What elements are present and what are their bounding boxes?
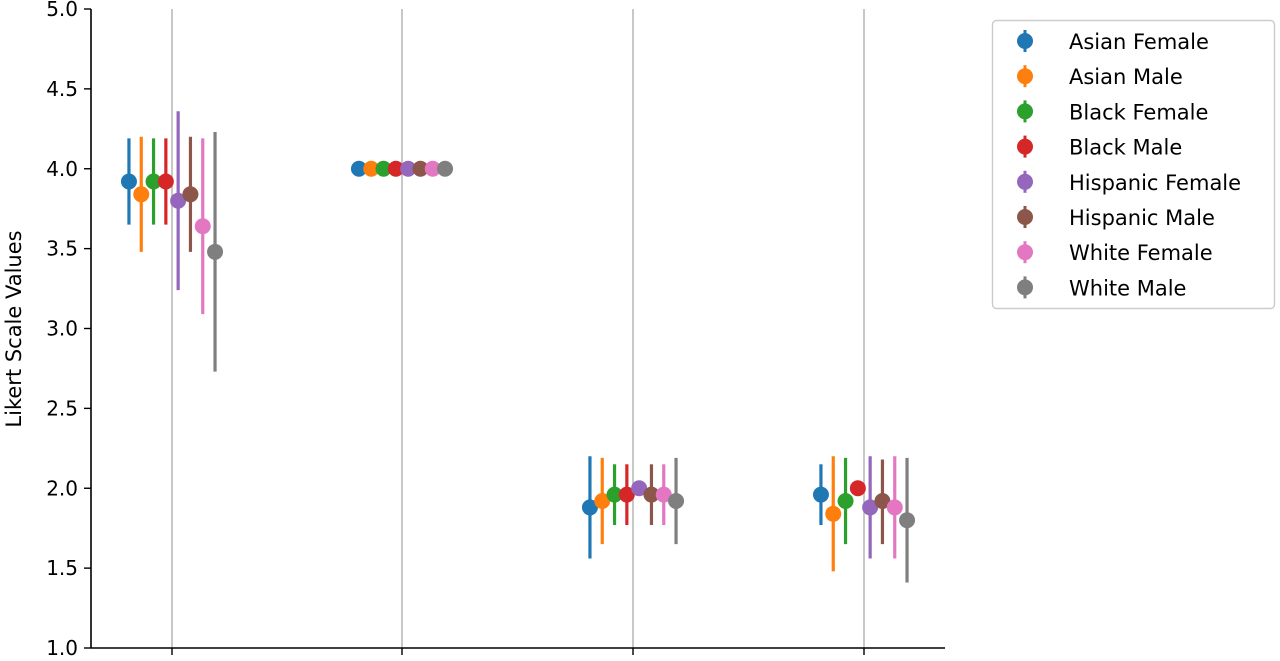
data-point — [849, 480, 866, 497]
legend: Asian Female Asian Male Black Female Black … — [991, 19, 1276, 310]
data-point — [594, 493, 611, 510]
y-tick-label: 2.5 — [46, 396, 78, 420]
y-tick-label: 1.5 — [46, 556, 78, 580]
data-point — [350, 160, 367, 177]
data-point — [618, 486, 635, 503]
legend-marker — [1017, 173, 1033, 190]
legend-label: Black Female — [1069, 100, 1208, 124]
y-tick-label: 4.0 — [46, 157, 78, 181]
y-tick-label: 3.0 — [46, 317, 78, 341]
data-point — [655, 486, 672, 503]
legend-marker — [1017, 103, 1033, 120]
data-point — [387, 160, 404, 177]
data-point — [874, 493, 891, 510]
legend-item: Black Female — [1017, 100, 1208, 124]
legend-label: Hispanic Male — [1069, 206, 1215, 230]
legend-item: Hispanic Male — [1017, 206, 1215, 230]
data-point — [145, 173, 162, 190]
data-point — [120, 173, 137, 190]
legend-item: Hispanic Female — [1017, 170, 1241, 195]
data-point — [581, 499, 598, 516]
legend-label: Black Male — [1069, 136, 1182, 160]
data-point — [363, 160, 380, 177]
grid-lines — [171, 9, 865, 648]
data-point — [375, 160, 392, 177]
legend-label: Asian Female — [1069, 30, 1209, 54]
y-tick-label: 4.5 — [46, 77, 78, 101]
legend-label: Asian Male — [1069, 65, 1183, 89]
data-point — [170, 192, 187, 209]
legend-marker — [1017, 279, 1033, 296]
legend-marker — [1017, 68, 1033, 85]
data-point — [886, 499, 903, 516]
data-point — [400, 160, 417, 177]
data-point — [424, 160, 441, 177]
data-point — [437, 160, 454, 177]
y-tick-label: 3.5 — [46, 237, 78, 261]
data-point — [862, 499, 879, 516]
data-point — [825, 505, 842, 522]
data-point — [194, 218, 211, 235]
legend-marker — [1017, 33, 1033, 49]
data-point — [412, 160, 429, 177]
axes — [90, 9, 945, 655]
data-point — [812, 486, 829, 503]
legend-marker — [1017, 138, 1033, 155]
data-point — [606, 486, 623, 503]
legend-marker — [1017, 244, 1033, 261]
data-point — [899, 512, 916, 529]
legend-item: Black Male — [1017, 135, 1182, 160]
legend-item: Asian Female — [1017, 30, 1209, 54]
data-point — [207, 243, 224, 260]
data-point — [668, 493, 685, 510]
legend-item: White Male — [1017, 276, 1186, 300]
data-point — [837, 493, 854, 510]
data-point — [643, 486, 660, 503]
legend-label: White Female — [1069, 241, 1213, 265]
y-axis-ticks: 1.0 1.5 2.0 2.5 3.0 3.5 4.0 4.5 5.0 — [46, 0, 91, 660]
data-point — [157, 173, 174, 190]
y-tick-label: 5.0 — [46, 0, 78, 21]
legend-item: White Female — [1017, 241, 1213, 265]
legend-label: Hispanic Female — [1069, 171, 1241, 195]
legend-frame — [991, 19, 1276, 310]
y-tick-label: 2.0 — [46, 476, 78, 500]
legend-item: Asian Male — [1017, 65, 1183, 89]
data-point — [133, 186, 150, 203]
y-tick-label: 1.0 — [46, 636, 78, 660]
legend-label: White Male — [1069, 276, 1186, 300]
legend-marker — [1017, 209, 1033, 225]
data-points — [120, 111, 916, 583]
data-point — [631, 480, 648, 497]
data-point — [182, 186, 199, 203]
y-axis-label: Likert Scale Values — [2, 230, 26, 427]
